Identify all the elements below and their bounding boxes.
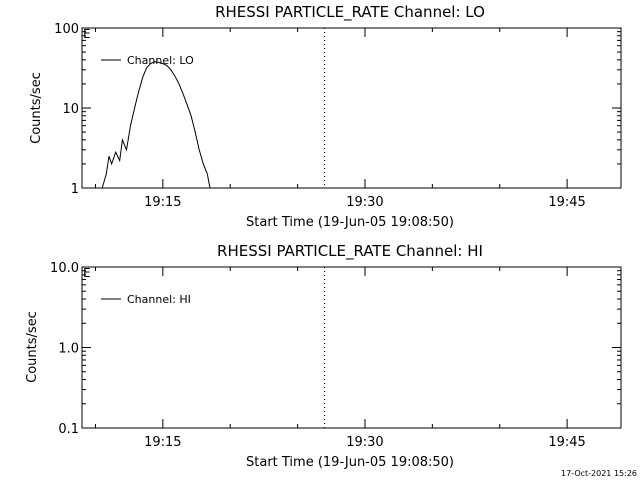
event-marker-label: E bbox=[83, 266, 91, 280]
y-axis-label: Counts/sec bbox=[29, 72, 44, 144]
chart-title: RHESSI PARTICLE_RATE Channel: HI bbox=[217, 242, 483, 261]
y-tick-label: 100 bbox=[54, 22, 79, 37]
x-tick-label: 19:15 bbox=[144, 195, 181, 210]
chart-title: RHESSI PARTICLE_RATE Channel: LO bbox=[215, 3, 485, 22]
plot-frame bbox=[81, 266, 622, 429]
panel-lo: RHESSI PARTICLE_RATE Channel: LO Counts/… bbox=[29, 3, 622, 230]
x-axis-label: Start Time (19-Jun-05 19:08:50) bbox=[246, 215, 454, 230]
event-marker-label: E bbox=[83, 27, 91, 41]
y-axis-label: Counts/sec bbox=[25, 311, 40, 383]
x-tick-label: 19:45 bbox=[548, 435, 585, 450]
y-tick-label: 1 bbox=[71, 182, 79, 197]
x-tick-label: 19:45 bbox=[548, 195, 585, 210]
legend-label: Channel: LO bbox=[127, 54, 194, 67]
y-tick-label: 0.1 bbox=[58, 422, 79, 437]
x-tick-label: 19:30 bbox=[346, 435, 383, 450]
x-tick-label: 19:15 bbox=[144, 435, 181, 450]
y-tick-label: 10.0 bbox=[50, 261, 79, 276]
x-tick-label: 19:30 bbox=[346, 195, 383, 210]
legend-label: Channel: HI bbox=[127, 293, 191, 306]
y-tick-label: 10 bbox=[62, 102, 79, 117]
panel-hi: RHESSI PARTICLE_RATE Channel: HI Counts/… bbox=[25, 242, 622, 470]
generated-timestamp: 17-Oct-2021 15:26 bbox=[561, 469, 637, 478]
y-tick-label: 1.0 bbox=[58, 342, 79, 357]
plot-frame bbox=[81, 27, 622, 189]
x-axis-label: Start Time (19-Jun-05 19:08:50) bbox=[246, 455, 454, 470]
series-line bbox=[101, 61, 211, 189]
